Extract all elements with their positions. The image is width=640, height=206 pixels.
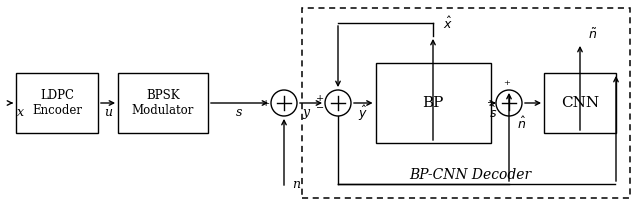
- Text: n: n: [292, 178, 300, 191]
- Text: −: −: [316, 103, 324, 112]
- Text: $\tilde{n}$: $\tilde{n}$: [588, 28, 597, 42]
- Text: $\hat{n}$: $\hat{n}$: [517, 116, 526, 132]
- Circle shape: [271, 90, 297, 116]
- Text: +: +: [316, 94, 324, 103]
- Text: BPSK
Modulator: BPSK Modulator: [132, 89, 194, 117]
- Bar: [376, 63, 490, 143]
- Bar: [118, 73, 208, 133]
- Text: $\hat{s}$: $\hat{s}$: [489, 105, 497, 121]
- Text: $\hat{y}$: $\hat{y}$: [358, 103, 368, 123]
- Text: +: +: [262, 98, 270, 108]
- Text: LDPC
Encoder: LDPC Encoder: [32, 89, 82, 117]
- Text: CNN: CNN: [561, 96, 599, 110]
- Circle shape: [496, 90, 522, 116]
- Text: BP: BP: [422, 96, 444, 110]
- Text: $\hat{x}$: $\hat{x}$: [443, 16, 453, 32]
- Bar: [302, 8, 630, 198]
- Text: BP-CNN Decoder: BP-CNN Decoder: [409, 168, 531, 182]
- Text: s: s: [236, 105, 243, 118]
- Text: y: y: [303, 105, 310, 118]
- Text: −: −: [487, 98, 495, 108]
- Text: +: +: [504, 79, 511, 87]
- Circle shape: [325, 90, 351, 116]
- Text: u: u: [104, 105, 112, 118]
- Bar: [544, 73, 616, 133]
- Bar: [16, 73, 98, 133]
- Text: x: x: [17, 105, 24, 118]
